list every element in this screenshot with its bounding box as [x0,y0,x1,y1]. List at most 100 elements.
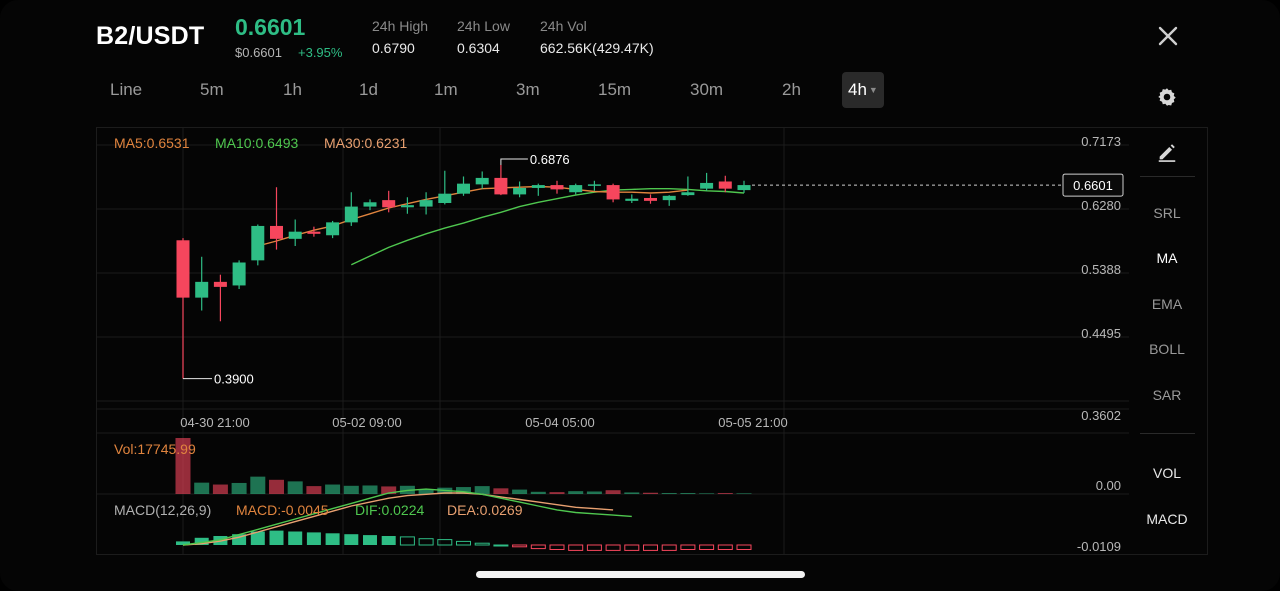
volume-bar [212,484,228,494]
indicator-macd[interactable]: MACD [1146,511,1188,527]
sidebar-divider [1140,176,1195,177]
volume-bar [736,493,752,494]
candle-body [307,231,321,234]
volume-bar [624,492,640,494]
candle-body [531,185,545,188]
macd-bar [512,544,528,548]
volume-bar [699,493,715,494]
macd-bar [381,536,396,545]
indicator-srl[interactable]: SRL [1153,205,1181,221]
tab-15m[interactable]: 15m [598,80,632,99]
pair-title: B2/USDT [96,22,205,50]
tab-30m[interactable]: 30m [690,80,724,99]
candle-body [326,222,340,236]
volume-bar [362,485,378,494]
candle-body [737,185,751,191]
candle-body [587,184,601,186]
macd-bar [493,544,509,547]
indicator-sidebar: SRL MA EMA BOLL SAR VOL MACD [1128,127,1206,553]
candle-body [513,187,527,195]
volume-bar [605,490,621,494]
candle-body [475,177,489,185]
y-tick-label: 0.6280 [1081,198,1121,213]
candle-body [457,183,470,194]
macd-params-legend: MACD(12,26,9) [114,502,212,518]
ma5-legend: MA5:0.6531 [114,135,190,151]
dif-legend: DIF:0.0224 [355,502,425,518]
candle-body [644,197,657,201]
tab-3m[interactable]: 3m [516,80,540,99]
stat-high-label: 24h High [372,18,429,34]
tab-1h[interactable]: 1h [283,80,302,99]
volume-bar [661,493,677,494]
volume-bar [512,489,528,494]
macd-bar [344,534,359,545]
x-tick-label: 05-05 21:00 [718,415,787,430]
high-marker-label: 0.6876 [530,152,570,167]
macd-bar [194,537,209,545]
indicator-ema[interactable]: EMA [1151,296,1183,312]
volume-bar [175,438,191,494]
indicator-sar[interactable]: SAR [1152,387,1182,403]
price-change: +3.95% [298,45,343,60]
home-indicator[interactable] [476,571,805,578]
volume-bar [530,491,546,494]
macd-bar [269,530,284,545]
stat-vol-value: 662.56K(429.47K) [540,40,654,56]
ma10-legend: MA10:0.6493 [215,135,299,151]
volume-bar [231,482,247,494]
indicator-boll[interactable]: BOLL [1149,341,1185,357]
macd-bar [232,534,247,545]
candle-body [382,200,396,208]
ma5-line [257,185,688,247]
volume-bar [269,479,284,494]
candle-body [400,205,414,208]
macd-bar [661,544,677,551]
macd-bar [643,544,658,551]
candle-body [438,193,452,203]
vol-legend: Vol:17745.99 [114,441,196,457]
macd-bar [176,541,190,545]
macd-bar [288,531,303,545]
interval-tabs: Line 5m 1h 1d 1m 3m 15m 30m 2h 4h ▼ [96,72,896,110]
candle-body [625,198,639,201]
tab-2h[interactable]: 2h [782,80,801,99]
dea-legend: DEA:0.0269 [447,502,523,518]
settings-gear-icon[interactable] [1156,86,1178,108]
volume-bar [194,482,210,494]
vol-axis-label: 0.00 [1096,478,1121,493]
macd-bar [530,544,546,550]
tab-1d[interactable]: 1d [359,80,378,99]
candle-body [550,185,564,190]
tab-line[interactable]: Line [110,80,143,99]
indicator-vol[interactable]: VOL [1152,465,1181,481]
chart-area[interactable]: 0.7173 0.6280 0.5388 0.4495 0.3602 04-30 21:0… [96,127,1208,555]
draw-pen-icon[interactable] [1156,141,1178,163]
x-tick-label: 04-30 21:00 [180,415,249,430]
tab-5m[interactable]: 5m [200,80,224,99]
dif-line [182,488,632,546]
y-tick-label: 0.7173 [1081,134,1121,149]
tab-1m[interactable]: 1m [434,80,458,99]
macd-bar [736,544,752,550]
macd-bar [699,544,715,550]
current-price-tag [1062,173,1124,197]
candle-body [718,181,732,189]
volume-bar [474,486,490,494]
volume-bar [586,491,602,494]
tab-4h[interactable]: 4h ▼ [842,72,884,108]
macd-bar [586,544,602,551]
low-marker-label: 0.3900 [214,372,254,387]
macd-bar [568,544,584,551]
macd-bar [363,535,377,545]
close-icon[interactable] [1154,22,1182,50]
y-tick-label: 0.5388 [1081,262,1121,277]
indicator-ma[interactable]: MA [1156,250,1178,266]
high-marker-line [500,158,528,166]
last-price: 0.6601 [235,14,306,40]
candlestick-chart: 0.7173 0.6280 0.5388 0.4495 0.3602 04-30 21:0… [97,128,1129,554]
volume-bar [306,486,322,494]
candle-body [419,200,433,207]
candle-body [232,262,246,286]
